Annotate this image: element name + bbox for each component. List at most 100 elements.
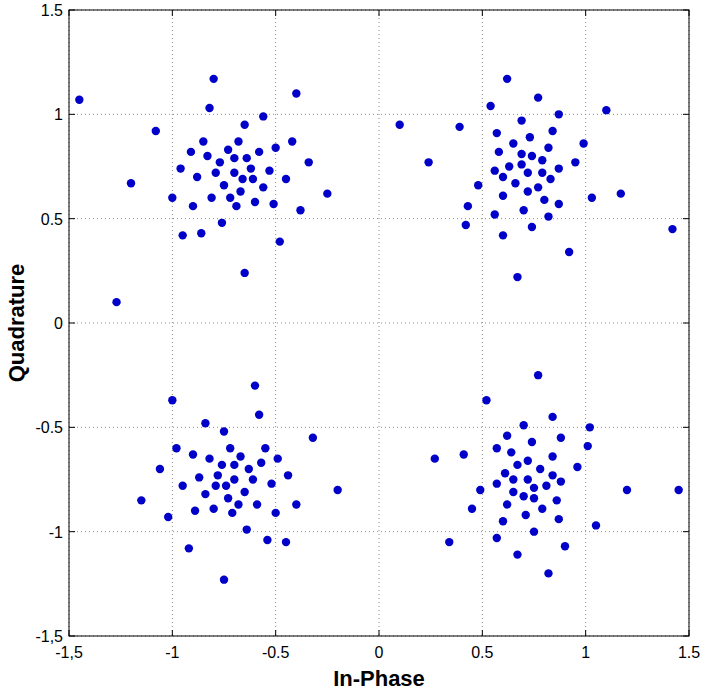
tick-label-x: 1 <box>581 644 590 661</box>
point <box>201 419 209 427</box>
point <box>501 469 509 477</box>
point <box>499 192 507 200</box>
point <box>212 169 220 177</box>
point <box>540 196 548 204</box>
point <box>236 187 244 195</box>
tick-label-x: 0 <box>375 644 384 661</box>
point <box>491 166 499 174</box>
background <box>0 0 707 693</box>
frame <box>69 10 689 636</box>
plot-area <box>69 10 689 636</box>
point <box>168 194 176 202</box>
point <box>75 96 83 104</box>
tick-x <box>379 630 380 636</box>
point <box>218 461 226 469</box>
point <box>271 144 279 152</box>
point <box>259 183 267 191</box>
point <box>220 181 228 189</box>
point <box>333 486 341 494</box>
point <box>232 202 240 210</box>
point <box>571 158 579 166</box>
point <box>544 212 552 220</box>
grid-line-x <box>275 10 276 636</box>
point <box>507 448 515 456</box>
point <box>284 471 292 479</box>
point <box>503 75 511 83</box>
tick-label-y: -1,5 <box>35 628 63 645</box>
point <box>228 509 236 517</box>
point <box>191 507 199 515</box>
point <box>499 231 507 239</box>
point <box>548 127 556 135</box>
point <box>530 527 538 535</box>
tick-y <box>69 10 75 11</box>
point <box>493 479 501 487</box>
grid-line-y <box>69 531 689 532</box>
point <box>185 544 193 552</box>
point <box>269 200 277 208</box>
point <box>212 482 220 490</box>
point <box>240 269 248 277</box>
point <box>251 381 259 389</box>
point <box>519 206 527 214</box>
point <box>271 509 279 517</box>
point <box>623 486 631 494</box>
point <box>517 116 525 124</box>
point <box>557 477 565 485</box>
point <box>176 164 184 172</box>
point <box>519 421 527 429</box>
point <box>195 473 203 481</box>
tick-x <box>172 630 173 636</box>
point <box>538 505 546 513</box>
point <box>588 194 596 202</box>
tick-x-top <box>379 10 380 16</box>
point <box>511 179 519 187</box>
point <box>156 465 164 473</box>
point <box>230 154 238 162</box>
point <box>544 144 552 152</box>
point <box>528 152 536 160</box>
point <box>224 494 232 502</box>
point <box>259 112 267 120</box>
point <box>524 457 532 465</box>
point <box>209 75 217 83</box>
point <box>189 202 197 210</box>
point <box>528 223 536 231</box>
point <box>267 479 275 487</box>
point <box>565 248 573 256</box>
points <box>75 75 683 584</box>
point <box>602 106 610 114</box>
point <box>548 413 556 421</box>
grid-line-y <box>69 323 689 324</box>
point <box>522 511 530 519</box>
tick-x-top <box>585 10 586 16</box>
point <box>226 194 234 202</box>
point <box>573 463 581 471</box>
point <box>243 525 251 533</box>
tick-label-y: 1.5 <box>41 2 63 19</box>
point <box>263 536 271 544</box>
point <box>234 137 242 145</box>
point <box>503 500 511 508</box>
tick-label-x: 1.5 <box>678 644 700 661</box>
point <box>230 475 238 483</box>
tick-y <box>69 114 75 115</box>
point <box>555 515 563 523</box>
point <box>178 231 186 239</box>
point <box>493 534 501 542</box>
tick-y-right <box>683 10 689 11</box>
point <box>526 133 534 141</box>
point <box>534 183 542 191</box>
tick-label-x: -1,5 <box>55 644 83 661</box>
point <box>253 500 261 508</box>
point <box>517 160 525 168</box>
point <box>234 500 242 508</box>
point <box>534 93 542 101</box>
point <box>216 158 224 166</box>
point <box>493 129 501 137</box>
point <box>462 221 470 229</box>
tick-label-y: -0.5 <box>35 419 63 436</box>
point <box>292 500 300 508</box>
tick-y <box>69 427 75 428</box>
point <box>546 175 554 183</box>
